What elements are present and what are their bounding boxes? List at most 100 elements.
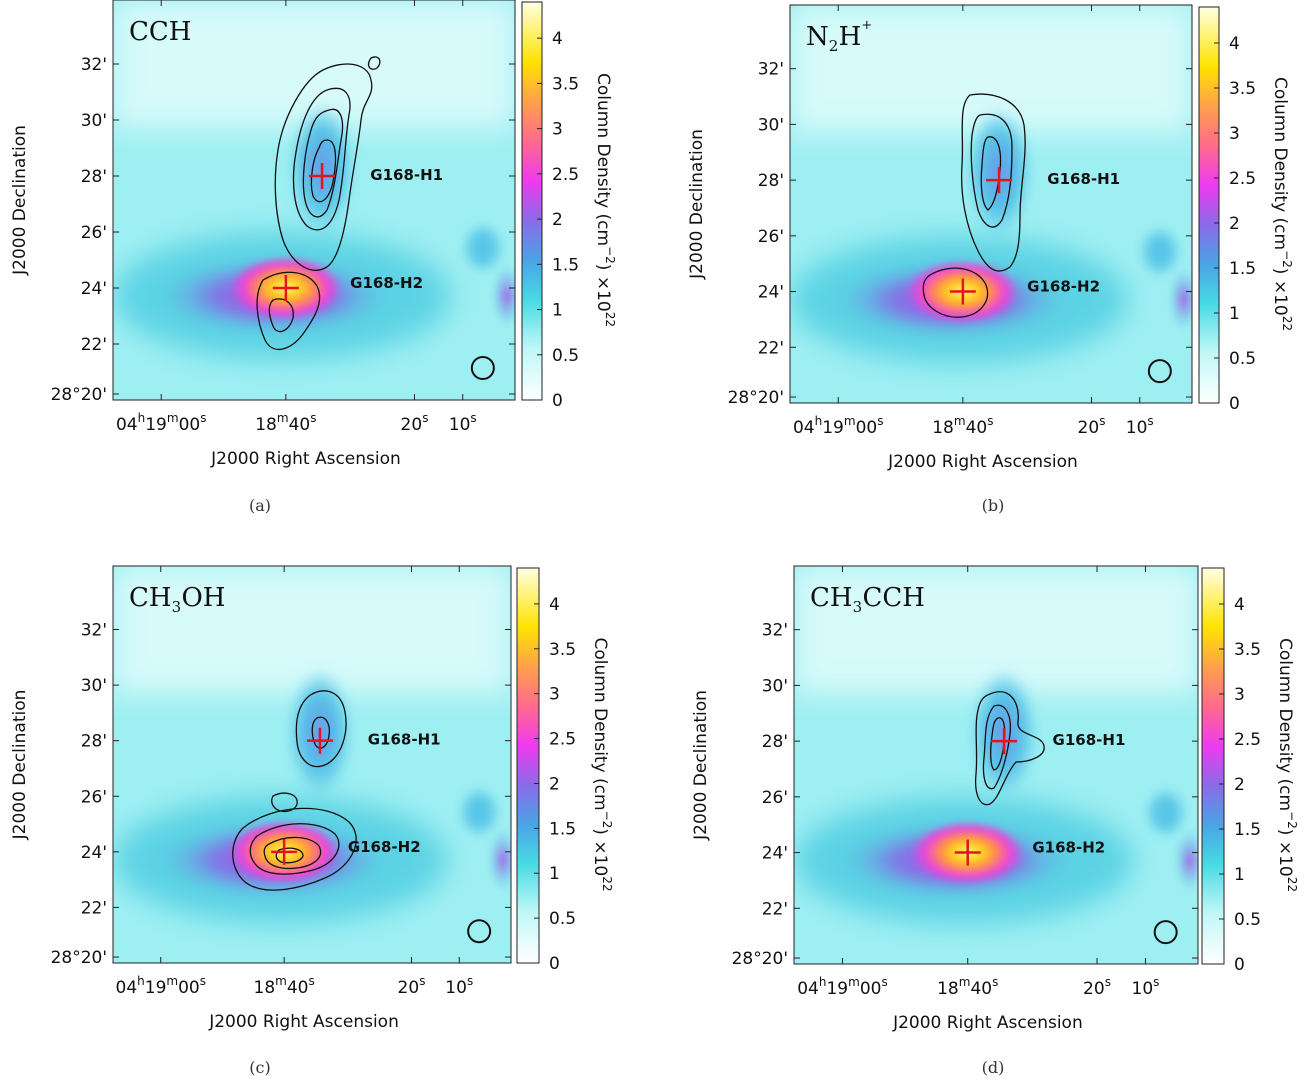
- caption-a: (a): [248, 496, 272, 515]
- h2-core: [228, 820, 340, 884]
- colorbar-tick-label: 0.5: [1229, 349, 1256, 369]
- caption-d: (d): [981, 1058, 1005, 1077]
- colorbar-tick-label: 1: [1229, 304, 1240, 324]
- ytick-label: 22': [758, 338, 784, 358]
- ytick-label: 28': [81, 732, 107, 752]
- molecule-label: CH3 CCH: [810, 583, 925, 616]
- colorbar-tick-label: 3.5: [1234, 640, 1261, 660]
- ytick-label: 28°20': [51, 948, 107, 968]
- contour-group: [256, 56, 381, 351]
- xtick-label: 04h19m00s: [116, 411, 207, 435]
- ytick-label: 24': [762, 844, 788, 864]
- y-axis-label: J2000 Declination: [687, 129, 707, 280]
- contour-1: [970, 113, 1013, 228]
- source-label-h2: G168-H2: [348, 838, 421, 856]
- ytick-label: 30': [81, 676, 107, 696]
- contour-0: [274, 63, 373, 271]
- ytick-label: 28°20': [51, 385, 107, 405]
- x-axis-label: J2000 Right Ascension: [892, 1013, 1083, 1033]
- colorbar-tick-label: 2.5: [1229, 169, 1256, 189]
- colorbar-tick-label: 0: [552, 391, 563, 411]
- contour-2: [232, 807, 357, 891]
- y-axis-label: J2000 Declination: [691, 690, 711, 841]
- colorbar-tick-label: 2.5: [549, 730, 576, 750]
- xtick-label: 20s: [401, 411, 429, 435]
- h1-glow: [288, 669, 352, 797]
- map-frame: [112, 565, 512, 964]
- xtick-label: 10s: [449, 411, 477, 435]
- column-density-map: [794, 566, 1198, 964]
- ytick-label: 30': [762, 676, 788, 696]
- colorbar-tick-label: 1: [549, 864, 560, 884]
- column-density-map: [790, 5, 1192, 403]
- ytick-label: 24': [758, 283, 784, 303]
- contour-5: [268, 298, 294, 333]
- beam-circle: [1147, 359, 1172, 384]
- contour-5: [275, 847, 304, 864]
- map-upper-fade: [794, 566, 1198, 694]
- map-frame: [112, 0, 516, 401]
- ytick-label: 32': [758, 60, 784, 80]
- source-label-h2: G168-H2: [350, 274, 423, 292]
- filament-glow: [113, 232, 451, 360]
- colorbar-tick-label: 0: [1229, 394, 1240, 414]
- filament-glow: [794, 796, 1134, 925]
- colorbar-tick-label: 0.5: [1234, 910, 1261, 930]
- ytick-label: 28°20': [732, 949, 788, 969]
- colorbar-tick-label: 3: [1229, 124, 1240, 144]
- xtick-label: 10s: [1126, 414, 1154, 438]
- ytick-label: 24': [81, 279, 107, 299]
- x-axis-label: J2000 Right Ascension: [210, 449, 401, 469]
- ytick-label: 26': [762, 788, 788, 808]
- colorbar-tick-label: 3: [552, 120, 563, 140]
- h1-glow: [289, 104, 355, 232]
- ytick-label: 26': [81, 787, 107, 807]
- contour-2: [990, 717, 1006, 771]
- colorbar-tick-label: 1: [1234, 865, 1245, 885]
- xtick-label: 10s: [445, 974, 473, 998]
- contour-1: [982, 704, 1012, 790]
- map-background: [794, 566, 1198, 964]
- colorbar-tick-label: 4: [1229, 34, 1240, 54]
- contour-0: [960, 93, 1026, 272]
- ytick-label: 28°20': [728, 388, 784, 408]
- contour-1: [292, 87, 351, 231]
- colorbar: [1201, 567, 1225, 965]
- edge-blob-2: [466, 228, 499, 268]
- colorbar-tick-label: 1.5: [552, 255, 579, 275]
- caption-c: (c): [249, 1058, 271, 1077]
- colorbar-tick-label: 4: [1234, 595, 1245, 615]
- beam-circle: [467, 919, 492, 944]
- ytick-label: 28': [758, 171, 784, 191]
- ytick-label: 32': [81, 55, 107, 75]
- map-frame: [793, 565, 1199, 965]
- map-upper-fade: [790, 5, 1192, 133]
- ytick-label: 30': [81, 111, 107, 131]
- ytick-label: 30': [758, 115, 784, 135]
- contour-2: [302, 108, 344, 218]
- source-label-h2: G168-H2: [1032, 839, 1105, 857]
- colorbar: [516, 567, 540, 964]
- contour-4: [263, 836, 322, 870]
- colorbar-tick-label: 4: [552, 29, 563, 49]
- ytick-label: 22': [81, 898, 107, 918]
- ytick-label: 22': [762, 899, 788, 919]
- map-background: [113, 0, 515, 400]
- map-background: [790, 5, 1192, 403]
- colorbar-label: Column Density (cm−2) ×1022: [1275, 638, 1299, 892]
- edge-blob: [490, 264, 515, 328]
- colorbar-tick-label: 2: [1234, 775, 1245, 795]
- contour-group: [974, 691, 1045, 806]
- colorbar-label: Column Density (cm−2) ×1022: [1270, 77, 1294, 331]
- contour-0: [974, 691, 1045, 806]
- ytick-label: 26': [758, 227, 784, 247]
- y-axis-label: J2000 Declination: [10, 690, 30, 841]
- h2-envelope: [153, 256, 395, 336]
- y-axis-label: J2000 Declination: [10, 125, 30, 276]
- source-label-h1: G168-H1: [1047, 170, 1120, 188]
